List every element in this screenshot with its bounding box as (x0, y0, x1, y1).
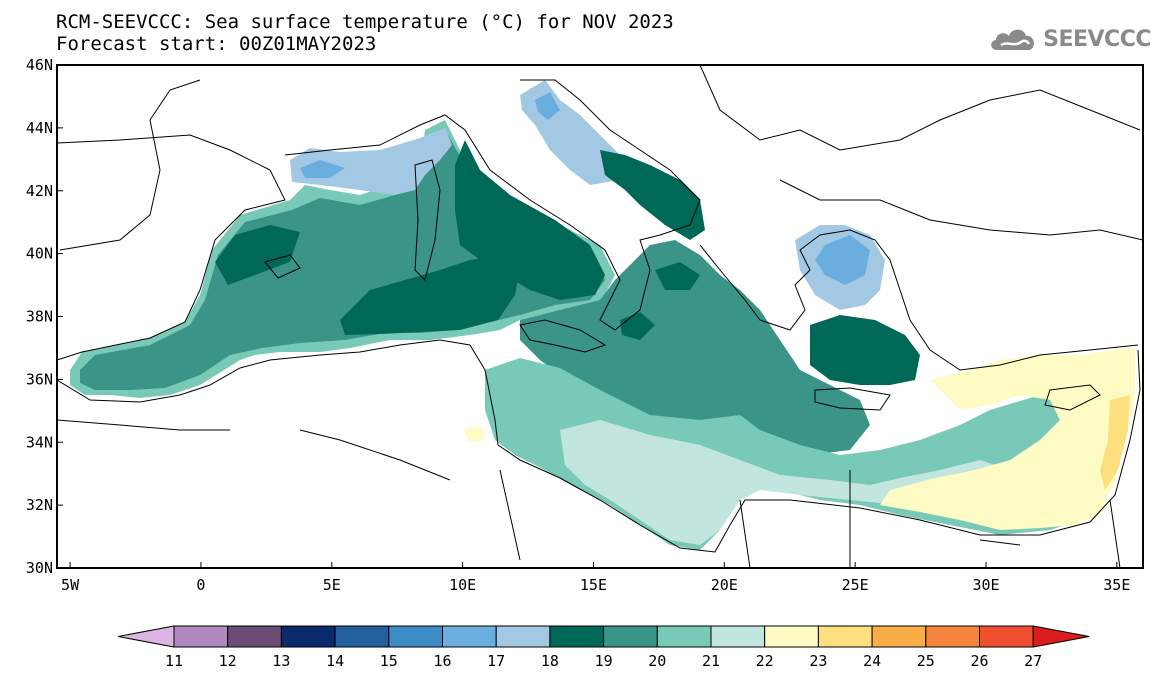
colorbar-label: 21 (702, 652, 720, 670)
map-title: RCM-SEEVCCC: Sea surface temperature (°C… (56, 11, 674, 33)
colorbar-label: 13 (272, 652, 290, 670)
lat-tick-label: 38N (26, 308, 53, 326)
colorbar-label: 14 (326, 652, 344, 670)
lon-tick-label: 30E (972, 576, 999, 594)
colorbar-over-arrow (1032, 625, 1090, 648)
colorbar-swatch (173, 625, 229, 648)
colorbar-label: 16 (433, 652, 451, 670)
colorbar: 11 12 13 14 15 16 17 18 19 20 21 22 23 24 25 26 27 (117, 625, 1090, 670)
colorbar-swatch (656, 625, 712, 648)
colorbar-swatch (925, 625, 980, 648)
lat-tick-label: 44N (26, 119, 53, 137)
lat-tick-label: 40N (26, 245, 53, 263)
lat-tick-label: 46N (26, 56, 53, 74)
colorbar-label: 26 (970, 652, 988, 670)
colorbar-swatch (764, 625, 819, 648)
cloud-icon (991, 29, 1035, 50)
colorbar-swatch (871, 625, 927, 648)
lat-tick-label: 42N (26, 182, 53, 200)
ligurian-17 (300, 160, 345, 178)
ligurian-18 (290, 128, 452, 195)
colorbar-label: 23 (809, 652, 827, 670)
colorbar-label: 20 (648, 652, 666, 670)
seevccc-logo: SEEVCCC (987, 24, 1151, 54)
colorbar-label: 15 (380, 652, 398, 670)
lat-tick-label: 30N (26, 559, 53, 577)
colorbar-label: 11 (165, 652, 183, 670)
lon-tick-label: 25E (842, 576, 869, 594)
adriatic-19 (600, 150, 705, 240)
levant-23 (880, 348, 1135, 530)
lon-tick-label: 20E (711, 576, 738, 594)
colorbar-label: 17 (487, 652, 505, 670)
forecast-start-subtitle: Forecast start: 00Z01MAY2023 (56, 33, 377, 55)
levant-24 (1100, 395, 1130, 490)
colorbar-label: 12 (219, 652, 237, 670)
colorbar-label: 19 (595, 652, 613, 670)
colorbar-label: 24 (863, 652, 881, 670)
balearic-19 (215, 225, 300, 285)
coastlines (57, 65, 1143, 568)
western-med-19 (340, 255, 520, 335)
colorbar-swatch (495, 625, 551, 648)
sea-temperature-fill (70, 80, 1135, 550)
lat-tick-label: 32N (26, 496, 53, 514)
colorbar-swatch (603, 625, 658, 648)
lon-tick-label: 15E (580, 576, 607, 594)
colorbar-swatch (549, 625, 605, 648)
south-central-22 (560, 420, 1010, 545)
colorbar-swatch (227, 625, 282, 648)
lon-tick-label: 10E (449, 576, 476, 594)
colorbar-swatch (979, 625, 1034, 648)
colorbar-label: 27 (1024, 652, 1042, 670)
colorbar-swatch (334, 625, 390, 648)
colorbar-label: 25 (917, 652, 935, 670)
colorbar-under-arrow (117, 625, 175, 648)
crete-sea-19 (810, 315, 920, 385)
lon-tick-label: 5W (61, 576, 80, 594)
lat-tick-label: 34N (26, 433, 53, 451)
aegean-17 (815, 235, 870, 285)
lon-tick-label: 35E (1103, 576, 1130, 594)
lat-tick-label: 36N (26, 370, 53, 388)
colorbar-label: 18 (541, 652, 559, 670)
tyrrhenian-19 (455, 140, 605, 300)
lon-tick-label: 0 (196, 576, 205, 594)
adriatic-17 (535, 92, 560, 120)
colorbar-label: 22 (756, 652, 774, 670)
ionian-19a (655, 262, 700, 290)
longitude-axis: 5W 0 5E 10E 15E 20E 25E 30E 35E (61, 562, 1130, 594)
colorbar-swatch (442, 625, 497, 648)
lon-tick-label: 5E (323, 576, 341, 594)
latitude-axis: 46N 44N 42N 40N 38N 36N 34N 32N 30N (26, 56, 63, 577)
colorbar-swatch (388, 625, 443, 648)
logo-text: SEEVCCC (1043, 26, 1151, 52)
colorbar-swatch (280, 625, 336, 648)
gabes-23 (463, 425, 485, 442)
colorbar-swatch (710, 625, 766, 648)
colorbar-swatch (817, 625, 873, 648)
